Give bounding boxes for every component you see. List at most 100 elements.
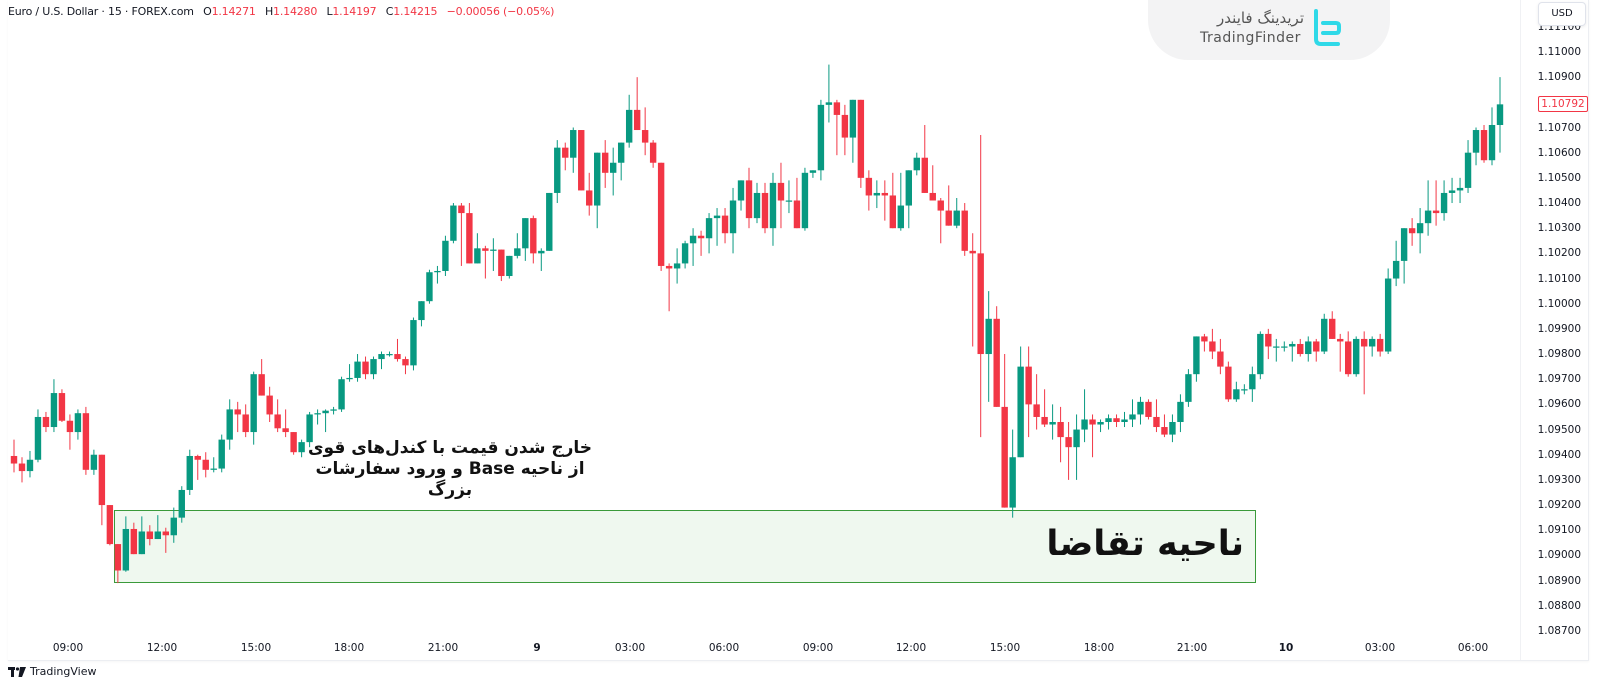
candle	[26, 450, 34, 478]
candle	[881, 180, 889, 221]
time-tick: 18:00	[333, 642, 365, 654]
candle	[506, 255, 513, 279]
candle	[921, 124, 928, 193]
candle	[258, 359, 265, 396]
candle	[641, 107, 649, 156]
candle	[737, 180, 745, 211]
candle	[1097, 419, 1104, 433]
price-tick: 1.09100	[1537, 524, 1581, 537]
price-tick: 1.09600	[1537, 398, 1581, 411]
demand-zone-rectangle[interactable]	[114, 510, 1256, 584]
candle	[609, 147, 617, 196]
candle	[1440, 180, 1448, 221]
tradingview-logo-icon	[8, 666, 26, 677]
tradingview-branding[interactable]: TradingView	[8, 665, 96, 678]
candle	[1065, 421, 1072, 480]
candle	[1273, 338, 1280, 362]
candle	[1345, 331, 1352, 377]
currency-button[interactable]: USD	[1538, 2, 1586, 26]
candle	[250, 371, 257, 445]
time-tick: 06:00	[1457, 642, 1489, 654]
candle	[961, 203, 968, 256]
candle	[1105, 414, 1112, 430]
time-tick: 18:00	[1083, 642, 1115, 654]
symbol-name: Euro / U.S. Dollar · 15 · FOREX.com	[8, 5, 194, 18]
candle	[90, 449, 98, 475]
time-tick: 10	[1278, 642, 1294, 654]
candle	[186, 449, 193, 495]
candle	[178, 486, 185, 523]
time-tick: 15:00	[989, 642, 1021, 654]
price-tick: 1.09800	[1537, 348, 1581, 361]
candle	[897, 172, 905, 231]
candle	[1376, 333, 1384, 357]
candle	[82, 406, 90, 475]
time-axis[interactable]: 09:00 12:00 15:00 18:00 21:00 9 03:00 06:00 09:0…	[8, 634, 1520, 660]
candle	[274, 399, 281, 433]
candle	[586, 172, 593, 216]
candle	[753, 182, 761, 224]
price-tick: 1.10000	[1537, 297, 1581, 310]
candle	[721, 208, 729, 244]
candle	[1456, 177, 1464, 204]
candle	[466, 203, 473, 264]
candle	[578, 130, 585, 191]
candle	[977, 135, 984, 438]
logo-text-en: TradingFinder	[1200, 30, 1301, 46]
candle	[58, 389, 66, 422]
candle	[1081, 389, 1088, 443]
candle	[234, 401, 241, 433]
candle	[873, 180, 881, 209]
note-line-3: بزرگ	[427, 480, 473, 500]
candle	[482, 245, 489, 279]
candle	[1416, 208, 1424, 254]
candle	[10, 439, 18, 473]
symbol-legend: Euro / U.S. Dollar · 15 · FOREX.com O1.1…	[8, 5, 555, 18]
candle	[657, 162, 665, 271]
candle	[554, 140, 561, 204]
candle	[1113, 414, 1120, 428]
candle	[617, 142, 625, 181]
candle	[969, 233, 976, 347]
price-tick: 1.10500	[1537, 171, 1581, 184]
candle	[1033, 374, 1040, 430]
high-value: 1.14280	[273, 5, 318, 18]
candle	[378, 351, 385, 370]
candle	[1496, 77, 1504, 153]
candle	[905, 170, 912, 229]
candle	[1400, 228, 1408, 284]
time-tick: 15:00	[240, 642, 272, 654]
tradingfinder-watermark	[1148, 0, 1390, 60]
candle	[777, 162, 785, 229]
price-tick: 1.08700	[1537, 624, 1581, 637]
candle	[929, 165, 936, 201]
candle	[689, 228, 697, 266]
candle	[1185, 369, 1192, 407]
time-tick: 21:00	[427, 642, 459, 654]
candle	[1289, 341, 1296, 362]
open-value: 1.14271	[211, 5, 256, 18]
candle	[761, 182, 769, 234]
candle	[1009, 429, 1016, 518]
time-tick: 03:00	[1364, 642, 1396, 654]
price-tick: 1.09300	[1537, 473, 1581, 486]
candle	[745, 167, 753, 229]
candle	[1472, 127, 1480, 166]
candle	[546, 192, 553, 251]
low-value: 1.14197	[332, 5, 377, 18]
price-axis[interactable]: 1.111001.110001.109001.108001.107001.106…	[1520, 0, 1589, 660]
candle	[1337, 333, 1344, 372]
candle	[162, 527, 169, 553]
candle	[1392, 240, 1400, 287]
candle	[1089, 414, 1096, 458]
candle	[1041, 389, 1048, 428]
candle	[34, 409, 42, 463]
candle	[841, 104, 849, 156]
candle	[1464, 140, 1472, 193]
candle	[290, 432, 297, 455]
candle	[1121, 411, 1128, 428]
candle	[1049, 404, 1056, 440]
candle	[1001, 354, 1008, 508]
candle	[194, 454, 201, 480]
candle	[114, 544, 122, 584]
